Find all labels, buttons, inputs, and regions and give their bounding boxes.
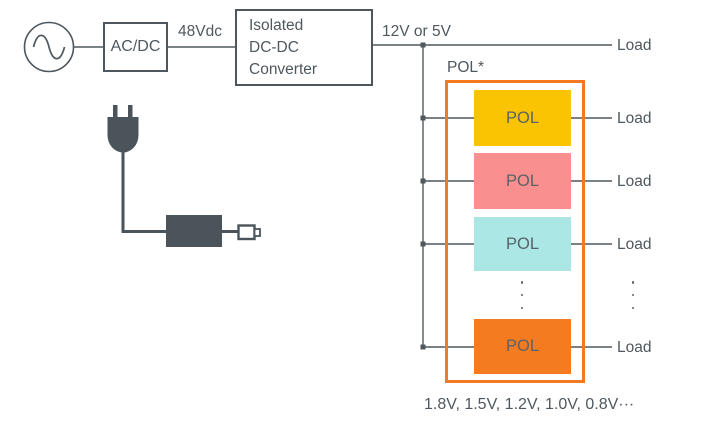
converter-label-line2: DC-DC Converter bbox=[249, 38, 318, 78]
pol-block-4: POL bbox=[474, 319, 571, 374]
dc-connector-tip bbox=[253, 228, 261, 237]
pol-block-3: POL bbox=[474, 217, 571, 271]
pol-block-2: POL bbox=[474, 153, 571, 209]
pol-group-label: POL* bbox=[447, 59, 485, 76]
junction-dots bbox=[420, 42, 426, 350]
voltage-label-48vdc: 48Vdc bbox=[178, 23, 222, 40]
power-brick bbox=[166, 215, 222, 247]
voltage-label-bus: 12V or 5V bbox=[382, 23, 451, 40]
junction-dot bbox=[420, 344, 426, 350]
load-label-top: Load bbox=[617, 37, 652, 54]
more-pols-ellipsis bbox=[520, 281, 524, 309]
pol-group-container bbox=[445, 80, 585, 383]
pol-block-1: POL bbox=[474, 90, 571, 146]
more-loads-ellipsis bbox=[631, 281, 635, 309]
pol-output-voltages-caption: 1.8V, 1.5V, 1.2V, 1.0V, 0.8V··· bbox=[424, 396, 635, 413]
junction-dot bbox=[420, 42, 426, 48]
load-label-pol2: Load bbox=[617, 173, 652, 190]
load-label-pol4: Load bbox=[617, 339, 652, 356]
pol-block-2-label: POL bbox=[505, 171, 540, 190]
converter-label-line1: Isolated bbox=[249, 16, 304, 34]
load-label-pol1: Load bbox=[617, 110, 652, 127]
wire-lines bbox=[74, 44, 612, 348]
dc-connector bbox=[237, 224, 256, 241]
junction-dot bbox=[420, 241, 426, 247]
ac-source-icon bbox=[23, 21, 75, 73]
power-plug-icon bbox=[107, 105, 261, 247]
acdc-converter-box: AC/DC bbox=[103, 22, 168, 72]
junction-dot bbox=[420, 178, 426, 184]
pol-block-3-label: POL bbox=[505, 234, 540, 253]
pol-block-4-label: POL bbox=[505, 337, 540, 355]
isolated-dcdc-converter-box: Isolated DC-DC Converter bbox=[235, 9, 373, 86]
pol-block-1-label: POL bbox=[505, 108, 540, 127]
junction-dot bbox=[420, 115, 426, 121]
acdc-label: AC/DC bbox=[110, 38, 161, 55]
load-label-pol3: Load bbox=[617, 236, 652, 253]
